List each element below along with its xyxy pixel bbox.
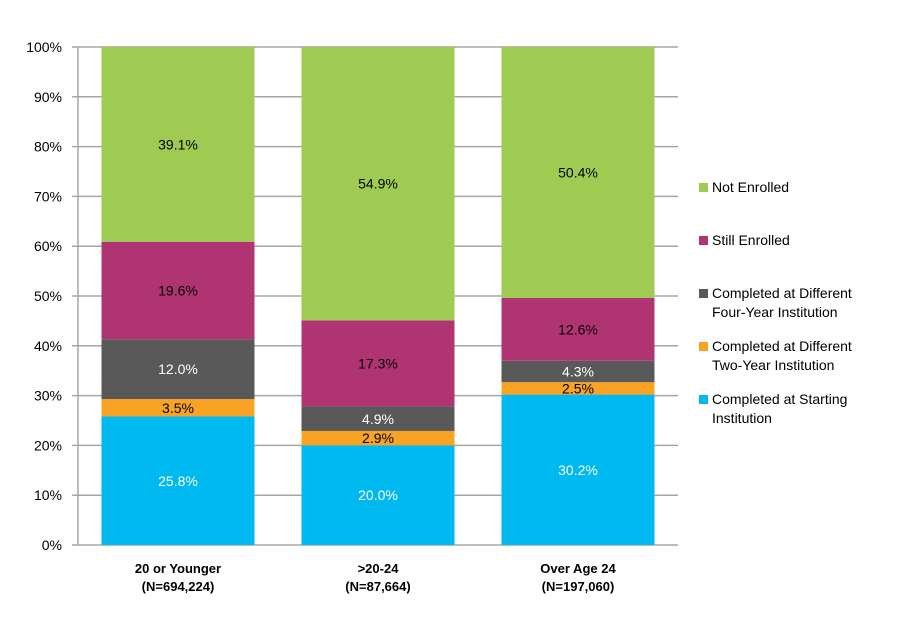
legend-label: Four-Year Institution — [712, 304, 838, 320]
y-tick-label: 60% — [34, 238, 62, 254]
legend-label: Institution — [712, 410, 772, 426]
y-tick-label: 100% — [26, 39, 62, 55]
bar-segment — [301, 47, 455, 321]
y-tick-label: 50% — [34, 288, 62, 304]
bar-segment — [501, 382, 655, 395]
data-label: 3.5% — [162, 400, 194, 416]
data-label: 4.3% — [562, 363, 594, 379]
legend-swatch — [699, 236, 708, 245]
bar-segment — [101, 399, 255, 417]
y-tick-label: 0% — [42, 537, 62, 553]
data-label: 50.4% — [558, 164, 598, 180]
bar-segment — [101, 339, 255, 400]
x-category-label: (N=197,060) — [542, 579, 615, 594]
y-tick-label: 90% — [34, 89, 62, 105]
y-tick-label: 40% — [34, 338, 62, 354]
data-label: 2.5% — [562, 380, 594, 396]
legend-swatch — [699, 183, 708, 192]
legend-label: Two-Year Institution — [712, 357, 834, 373]
x-category-label: (N=87,664) — [345, 579, 410, 594]
bar-segment — [101, 416, 255, 545]
legend-label: Not Enrolled — [712, 179, 789, 195]
data-label: 39.1% — [158, 136, 198, 152]
legend-swatch — [699, 395, 708, 404]
data-label: 19.6% — [158, 283, 198, 299]
legend-label: Still Enrolled — [712, 232, 790, 248]
y-tick-label: 70% — [34, 188, 62, 204]
legend-label: Completed at Different — [712, 338, 852, 354]
bar-segment — [501, 47, 655, 298]
data-label: 12.6% — [558, 321, 598, 337]
bar-segment — [501, 297, 655, 361]
y-tick-label: 10% — [34, 487, 62, 503]
data-label: 54.9% — [358, 176, 398, 192]
x-category-label: 20 or Younger — [135, 561, 221, 576]
y-tick-label: 80% — [34, 139, 62, 155]
data-label: 2.9% — [362, 430, 394, 446]
bar-segment — [101, 47, 255, 242]
data-label: 17.3% — [358, 355, 398, 371]
bar-segment — [501, 394, 655, 545]
y-tick-label: 30% — [34, 388, 62, 404]
x-category-label: (N=694,224) — [142, 579, 215, 594]
y-tick-label: 20% — [34, 437, 62, 453]
bar-segment — [301, 445, 455, 545]
legend-swatch — [699, 342, 708, 351]
bar-segment — [301, 320, 455, 407]
data-label: 4.9% — [362, 411, 394, 427]
data-label: 12.0% — [158, 361, 198, 377]
legend-label: Completed at Starting — [712, 391, 847, 407]
x-category-label: Over Age 24 — [540, 561, 616, 576]
data-label: 20.0% — [358, 487, 398, 503]
x-category-label: >20-24 — [358, 561, 400, 576]
bar-segment — [501, 360, 655, 383]
bar-segment — [101, 241, 255, 340]
data-label: 30.2% — [558, 462, 598, 478]
data-label: 25.8% — [158, 473, 198, 489]
bar-segment — [301, 406, 455, 431]
legend-label: Completed at Different — [712, 285, 852, 301]
legend-swatch — [699, 289, 708, 298]
bar-segment — [301, 430, 455, 446]
